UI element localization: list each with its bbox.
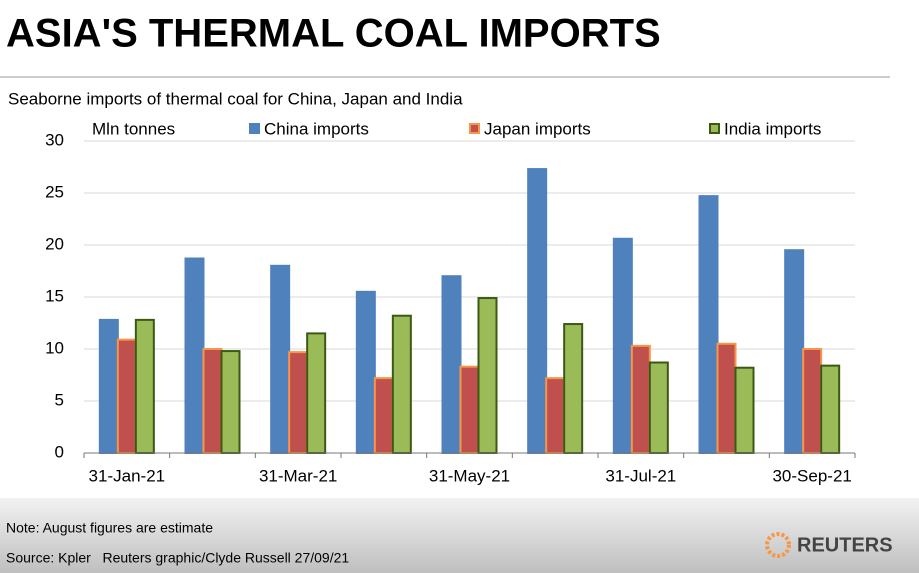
bar	[220, 350, 241, 454]
legend-label: Japan imports	[484, 119, 591, 138]
x-tick-label: 31-May-21	[429, 466, 510, 485]
footer-source: Source: Kpler Reuters graphic/Clyde Russ…	[6, 550, 349, 566]
chart-title: ASIA'S THERMAL COAL IMPORTS	[6, 12, 661, 56]
legend-label: India imports	[724, 119, 821, 138]
bar	[373, 377, 394, 454]
bar	[563, 323, 584, 455]
chart-subtitle: Seaborne imports of thermal coal for Chi…	[8, 89, 463, 108]
bar	[734, 366, 755, 454]
bar	[441, 275, 462, 455]
bar	[545, 377, 566, 454]
y-tick-label: 10	[45, 338, 64, 357]
bar	[270, 264, 291, 454]
bar	[288, 351, 309, 454]
legend-swatch	[249, 123, 260, 134]
bar	[527, 168, 548, 455]
legend-swatch	[709, 123, 720, 134]
y-axis-label: Mln tonnes	[92, 119, 175, 138]
bar	[134, 318, 155, 454]
logo-icon	[765, 532, 791, 558]
bar	[184, 257, 205, 454]
x-tick-label: 31-Jan-21	[89, 466, 166, 485]
bar	[306, 332, 327, 454]
y-tick-label: 30	[45, 130, 64, 149]
bar	[355, 290, 376, 454]
bar	[391, 314, 412, 454]
y-tick-label: 25	[45, 182, 64, 201]
bar	[802, 348, 823, 454]
logo-text: REUTERS	[797, 534, 893, 556]
bar	[716, 342, 737, 454]
legend-swatch	[469, 123, 480, 134]
bar	[98, 318, 119, 454]
footer-note: Note: August figures are estimate	[6, 520, 213, 536]
x-tick-label: 31-Jul-21	[605, 466, 676, 485]
bar	[630, 344, 651, 455]
footer-background	[0, 498, 919, 573]
bar	[820, 364, 841, 455]
y-tick-label: 5	[55, 390, 64, 409]
y-tick-label: 0	[55, 442, 64, 461]
bar	[459, 365, 480, 454]
bar	[612, 237, 633, 454]
bar	[116, 338, 137, 455]
bar	[202, 348, 223, 454]
bar	[477, 297, 498, 455]
bar	[784, 249, 805, 454]
bar	[648, 361, 669, 454]
x-tick-label: 31-Mar-21	[259, 466, 337, 485]
legend-label: China imports	[264, 119, 369, 138]
x-tick-label: 30-Sep-21	[772, 466, 851, 485]
y-tick-label: 20	[45, 234, 64, 253]
y-tick-label: 15	[45, 286, 64, 305]
bar	[698, 195, 719, 454]
